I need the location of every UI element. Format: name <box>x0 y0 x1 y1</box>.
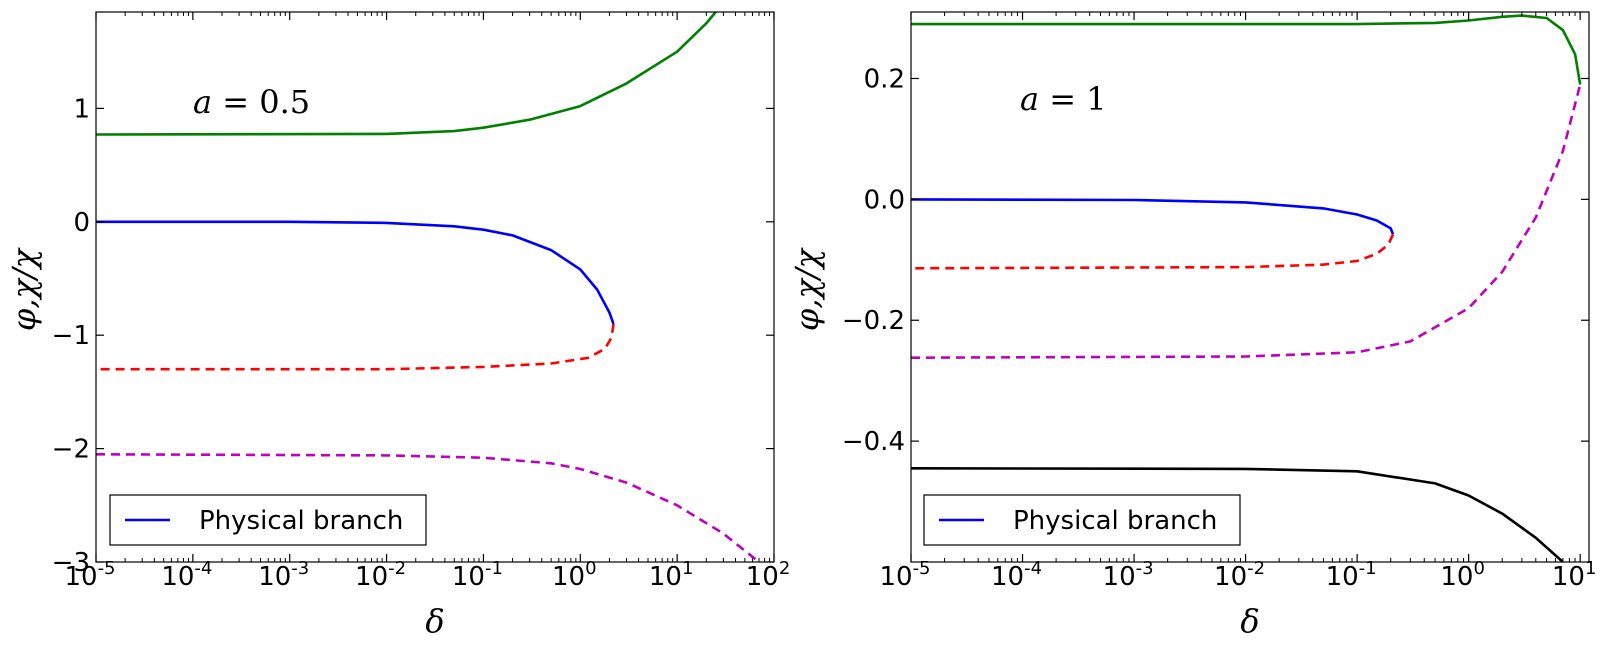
y-tick-label: 0.0 <box>864 185 905 215</box>
plot-lines <box>911 14 1582 562</box>
plot-lines <box>96 12 760 562</box>
series-line-black <box>911 467 1564 562</box>
annotation: a = 1 <box>1020 80 1107 118</box>
legend: Physical branch <box>109 494 427 546</box>
x-tick-label: 101 <box>649 558 694 592</box>
x-tick-label: 10-1 <box>452 558 503 592</box>
y-axis-label: φ,χ/χ <box>5 247 43 331</box>
y-tick-label: −2 <box>52 435 90 465</box>
x-tick-label: 10-5 <box>64 558 115 592</box>
x-tick-label: 102 <box>746 558 791 592</box>
x-tick-label: 10-4 <box>161 558 212 592</box>
axis-ticks: 10-5 10-4 10-3 10-2 10-1 100 101 −0.4 −0.2 0.0 0.2 <box>842 12 1597 592</box>
series-line-green <box>96 12 717 136</box>
y-tick-label: −3 <box>52 548 90 578</box>
y-tick-label: 0.2 <box>864 64 905 94</box>
annotation-value: = 1 <box>1039 80 1107 118</box>
annotation: a = 0.5 <box>193 83 310 121</box>
y-tick-label: −0.4 <box>842 427 905 457</box>
legend: Physical branch <box>923 494 1241 546</box>
y-tick-label: −0.2 <box>842 306 905 336</box>
y-tick-label: 0 <box>73 208 90 238</box>
x-tick-label: 100 <box>552 558 597 592</box>
series-line-physical-branch <box>96 220 615 325</box>
y-tick-label: 1 <box>73 94 90 124</box>
x-tick-label: 101 <box>1552 558 1597 592</box>
series-line-red <box>911 233 1395 270</box>
x-tick-label: 10-3 <box>258 558 309 592</box>
series-line-magenta <box>911 84 1582 359</box>
legend-label: Physical branch <box>1013 506 1217 536</box>
x-tick-label: 100 <box>1440 558 1485 592</box>
x-tick-label: 10-3 <box>1103 558 1154 592</box>
x-axis-label: δ <box>425 602 444 640</box>
x-tick-label: 10-2 <box>355 558 406 592</box>
annotation-variable: a <box>1020 80 1039 118</box>
x-tick-label: 10-2 <box>1214 558 1265 592</box>
series-line-magenta <box>96 453 760 562</box>
series-line-red <box>96 323 615 371</box>
y-axis-label: φ,χ/χ <box>788 247 826 331</box>
chart-panel-right: 10-5 10-4 10-3 10-2 10-1 100 101 −0.4 −0.2 0.0 0.2… <box>788 11 1597 640</box>
series-line-green <box>911 14 1582 85</box>
x-tick-label: 10-1 <box>1326 558 1377 592</box>
y-tick-label: −1 <box>52 321 90 351</box>
series-line-physical-branch <box>911 198 1395 235</box>
plot-frame <box>95 11 775 563</box>
x-tick-label: 10-5 <box>879 558 930 592</box>
plot-frame <box>910 11 1590 563</box>
legend-label: Physical branch <box>199 506 403 536</box>
x-axis-label: δ <box>1240 602 1259 640</box>
chart-panel-left: 10-5 10-4 10-3 10-2 10-1 100 101 102 −3 −2 −1 0 1 a … <box>5 11 791 640</box>
annotation-variable: a <box>193 83 212 121</box>
x-tick-label: 10-4 <box>991 558 1042 592</box>
annotation-value: = 0.5 <box>212 83 310 121</box>
axis-ticks: 10-5 10-4 10-3 10-2 10-1 100 101 102 −3 −2 −1 0 1 <box>52 12 791 592</box>
